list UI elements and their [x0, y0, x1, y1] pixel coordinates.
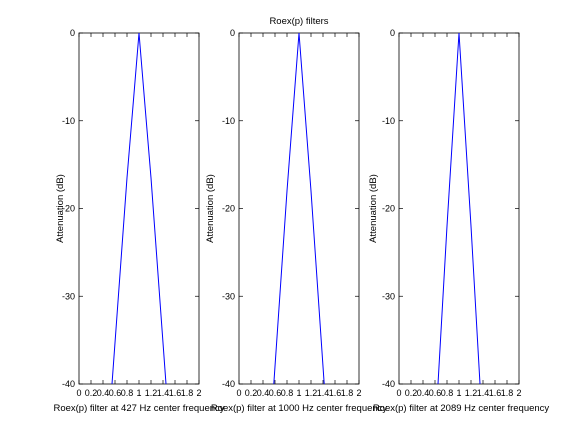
- x-tick-label: 0.6: [109, 388, 122, 398]
- plot-1-series: [111, 32, 167, 385]
- x-tick-label: 0.4: [97, 388, 110, 398]
- x-tick-label: 0.8: [441, 388, 454, 398]
- x-tick-label: 1: [456, 388, 461, 398]
- x-tick-label: 1.8: [181, 388, 194, 398]
- plot-1: 0 0.2 0.4 0.6 0.8 1 1.2 1.4 1.6 1.8 2-40-30-20-100…: [53, 28, 224, 414]
- x-tick-label: 0.4: [417, 388, 430, 398]
- plot-3-ticks: [398, 32, 520, 385]
- series-line: [273, 32, 325, 385]
- x-tick-label: 1: [136, 388, 141, 398]
- y-tick-label: -30: [222, 291, 235, 301]
- x-tick-label: 0.8: [281, 388, 294, 398]
- y-tick-label: -10: [222, 116, 235, 126]
- plot-3: 0 0.2 0.4 0.6 0.8 1 1.2 1.4 1.6 1.8 2-40-30-20-100…: [368, 28, 549, 414]
- x-tick-label: 0.8: [121, 388, 134, 398]
- plot-1-xlabel: Roex(p) filter at 427 Hz center frequenc…: [53, 403, 224, 414]
- y-tick-label: -40: [222, 379, 235, 389]
- plot-1-ylabel: Attenuation (dB): [55, 174, 66, 243]
- x-tick-label: 1: [296, 388, 301, 398]
- x-tick-label: 2: [196, 388, 201, 398]
- x-tick-label: 1.6: [329, 388, 342, 398]
- plot-3-xlabel: Roex(p) filter at 2089 Hz center frequen…: [373, 403, 550, 414]
- plot-3-frame: [398, 32, 520, 385]
- y-tick-label: 0: [230, 28, 235, 38]
- plot-3-ylabel: Attenuation (dB): [368, 174, 379, 243]
- plot-2-ylabel: Attenuation (dB): [205, 174, 216, 243]
- x-tick-label: 1.8: [341, 388, 354, 398]
- y-tick-label: -30: [62, 291, 75, 301]
- plot-3-series: [437, 32, 481, 385]
- y-tick-label: -20: [222, 204, 235, 214]
- plot-2-series: [273, 32, 325, 385]
- plot-1-frame: [78, 32, 200, 385]
- plot-2: 0 0.2 0.4 0.6 0.8 1 1.2 1.4 1.6 1.8 2-40-30-20-100…: [205, 28, 387, 414]
- x-tick-label: 0: [396, 388, 401, 398]
- y-tick-label: -30: [382, 291, 395, 301]
- x-tick-label: 1.4: [157, 388, 170, 398]
- x-tick-label: 1.2: [305, 388, 318, 398]
- x-tick-label: 0.4: [257, 388, 270, 398]
- plot-2-xlabel: Roex(p) filter at 1000 Hz center frequen…: [211, 403, 388, 414]
- series-line: [437, 32, 481, 385]
- plot-3-tick-labels: 0 0.2 0.4 0.6 0.8 1 1.2 1.4 1.6 1.8 2 -40 -30 -20 -10 0: [382, 28, 522, 398]
- figure-title: Roex(p) filters: [269, 16, 328, 27]
- y-tick-label: -20: [62, 204, 75, 214]
- x-tick-label: 1.8: [501, 388, 514, 398]
- x-tick-label: 1.6: [169, 388, 182, 398]
- x-tick-label: 1.2: [145, 388, 158, 398]
- x-tick-label: 2: [356, 388, 361, 398]
- x-tick-label: 0.6: [429, 388, 442, 398]
- x-tick-label: 1.4: [477, 388, 490, 398]
- plot-2-ticks: [238, 32, 360, 385]
- x-tick-label: 0: [236, 388, 241, 398]
- x-tick-label: 0: [76, 388, 81, 398]
- x-tick-label: 0.2: [405, 388, 418, 398]
- y-tick-label: 0: [70, 28, 75, 38]
- x-tick-label: 1.2: [465, 388, 478, 398]
- y-tick-label: -10: [382, 116, 395, 126]
- x-tick-label: 2: [516, 388, 521, 398]
- y-tick-label: -40: [62, 379, 75, 389]
- plot-2-tick-labels: 0 0.2 0.4 0.6 0.8 1 1.2 1.4 1.6 1.8 2 -40 -30 -20 -10 0: [222, 28, 362, 398]
- x-tick-label: 1.6: [489, 388, 502, 398]
- x-tick-label: 0.6: [269, 388, 282, 398]
- plot-1-ticks: [78, 32, 200, 385]
- plot-2-frame: [238, 32, 360, 385]
- x-tick-label: 0.2: [245, 388, 258, 398]
- y-tick-label: -40: [382, 379, 395, 389]
- y-tick-label: -10: [62, 116, 75, 126]
- plot-1-tick-labels: 0 0.2 0.4 0.6 0.8 1 1.2 1.4 1.6 1.8 2 -40 -30 -20 -10 0: [62, 28, 202, 398]
- x-tick-label: 0.2: [85, 388, 98, 398]
- y-tick-label: 0: [390, 28, 395, 38]
- y-tick-label: -20: [382, 204, 395, 214]
- x-tick-label: 1.4: [317, 388, 330, 398]
- series-line: [111, 32, 167, 385]
